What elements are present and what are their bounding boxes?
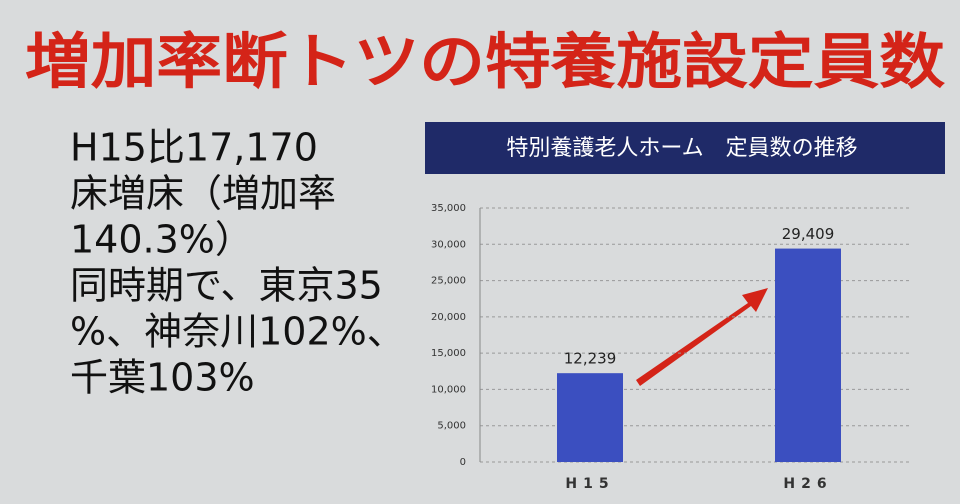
x-tick-label: H15: [565, 476, 614, 492]
y-tick-label: 25,000: [431, 276, 466, 287]
headline: 増加率断トツの特養施設定員数: [25, 28, 945, 98]
value-label: 29,409: [782, 225, 835, 243]
body-line: 千葉103%: [70, 356, 255, 400]
body-line: H15比17,170: [70, 126, 318, 170]
y-tick-label: 0: [460, 457, 466, 468]
y-tick-label: 30,000: [431, 239, 466, 250]
body-text: H15比17,170床増床（増加率140.3%）同時期で、東京35%、神奈川10…: [70, 126, 405, 400]
bar: [557, 373, 623, 462]
chart: 0 5,000 10,000 15,000 20,000 25,000 30,000 35,0…: [431, 203, 910, 492]
y-tick-label: 20,000: [431, 312, 466, 323]
bar: [775, 248, 841, 462]
trend-arrow: [636, 288, 768, 386]
y-tick-label: 35,000: [431, 203, 466, 214]
y-tick-label: 10,000: [431, 384, 466, 395]
body-line: 140.3%）: [70, 218, 253, 262]
chart-title-bar: [425, 122, 945, 174]
body-line: 同時期で、東京35: [70, 264, 383, 308]
value-label: 12,239: [564, 350, 617, 368]
body-line: %、神奈川102%、: [70, 310, 405, 354]
x-tick-label: H26: [783, 476, 832, 492]
y-tick-label: 5,000: [437, 421, 466, 432]
chart-title: 特別養護老人ホーム 定員数の推移: [506, 136, 857, 161]
body-line: 床増床（増加率: [70, 172, 336, 216]
y-tick-label: 15,000: [431, 348, 466, 359]
